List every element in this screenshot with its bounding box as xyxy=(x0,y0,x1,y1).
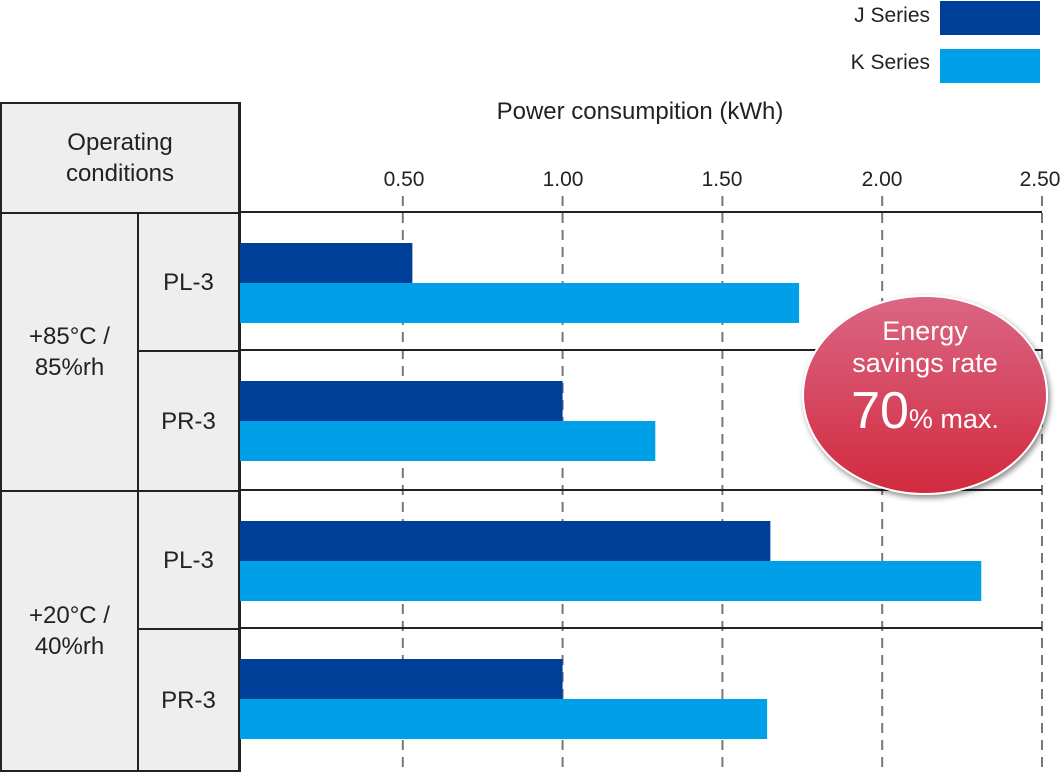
x-tick-label: 2.50 xyxy=(1019,168,1060,191)
condition-label: 40%rh xyxy=(34,633,105,660)
energy-savings-badge: Energy savings rate 70% max. xyxy=(802,295,1048,495)
badge-line1: Energy xyxy=(882,316,968,346)
category-label: PR-3 xyxy=(137,350,240,492)
x-tick-label: 1.50 xyxy=(701,168,743,191)
legend-swatch-k xyxy=(940,49,1040,83)
category-label: PR-3 xyxy=(137,628,240,772)
bar-k-series xyxy=(240,283,800,323)
x-tick-label: 2.00 xyxy=(861,168,903,191)
legend-label-k: K Series xyxy=(850,51,930,74)
bar-j-series xyxy=(240,243,413,283)
bar-j-series xyxy=(240,659,563,699)
x-tick-label: 0.50 xyxy=(383,168,425,191)
bar-k-series xyxy=(240,699,768,739)
bar-j-series xyxy=(240,381,563,421)
badge-line2: savings rate xyxy=(852,348,998,378)
condition-label: +85°C / xyxy=(29,323,110,350)
bar-k-series xyxy=(240,421,656,461)
bar-k-series xyxy=(240,561,982,601)
x-axis-title: Power consumpition (kWh) xyxy=(496,98,784,125)
legend-label-j: J Series xyxy=(854,4,930,27)
condition-label: 85%rh xyxy=(34,354,105,381)
badge-value: 70 xyxy=(851,382,909,440)
x-tick-label: 1.00 xyxy=(542,168,584,191)
row-header: Operating conditions xyxy=(0,102,240,214)
category-label: PL-3 xyxy=(137,490,240,630)
condition-label: +20°C / xyxy=(29,602,110,629)
bar-j-series xyxy=(240,521,771,561)
legend-swatch-j xyxy=(940,1,1040,35)
condition-cell: +20°C / 40%rh xyxy=(0,490,139,772)
badge-unit: % max. xyxy=(908,404,999,434)
